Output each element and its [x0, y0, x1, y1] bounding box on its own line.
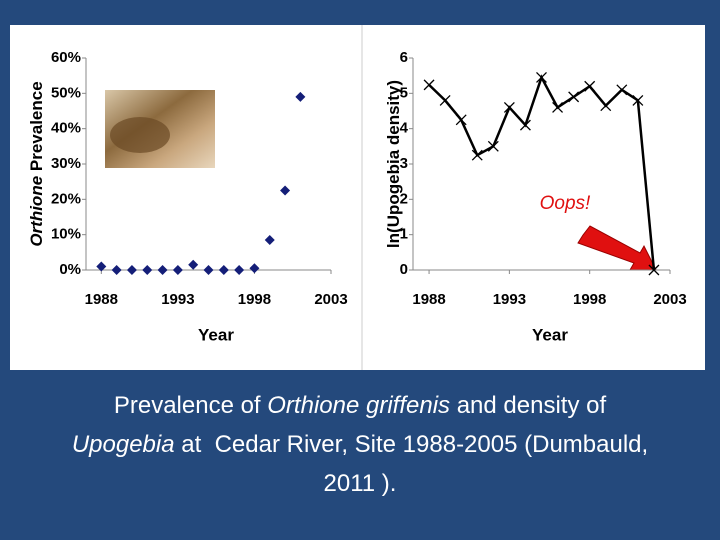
y-tick-label: 1	[400, 226, 408, 243]
y-tick-label: 20%	[51, 190, 81, 207]
caption-part: Orthione griffenis	[267, 392, 450, 419]
y-axis-label-part: ln(Upogebia density)	[384, 80, 403, 248]
caption-part: Upogebia	[72, 431, 175, 458]
y-tick-label: 5	[400, 84, 408, 101]
x-marker	[568, 91, 580, 103]
y-tick-label: 40%	[51, 120, 81, 137]
caption-line: Upogebia at Cedar River, Site 1988-2005 …	[72, 431, 648, 458]
diamond-marker	[111, 265, 122, 275]
diamond-marker	[126, 265, 137, 275]
caption-line: Prevalence of Orthione griffenis and den…	[114, 392, 607, 419]
diamond-marker	[203, 265, 214, 275]
caption-part: and density of	[450, 392, 606, 419]
x-marker	[519, 119, 531, 131]
y-axis-label: ln(Upogebia density)	[384, 80, 403, 248]
annotation: Oops!	[540, 193, 591, 214]
y-tick-label: 3	[400, 155, 408, 172]
diamond-marker	[96, 261, 107, 272]
diamond-marker	[280, 185, 291, 196]
y-tick-label: 10%	[51, 226, 81, 243]
diamond-marker	[295, 91, 306, 102]
x-tick-label: 1988	[85, 291, 118, 308]
diamond-marker	[142, 265, 153, 275]
x-marker	[616, 84, 628, 96]
x-axis-label: Year	[198, 325, 234, 344]
y-tick-label: 2	[400, 190, 408, 207]
x-axis-label: Year	[532, 325, 568, 344]
x-tick-label: 1993	[493, 291, 526, 308]
diamond-marker	[234, 265, 245, 275]
x-tick-label: 1998	[238, 291, 271, 308]
y-tick-label: 30%	[51, 155, 81, 172]
caption-line: 2011 ).	[324, 470, 397, 497]
y-tick-label: 50%	[51, 84, 81, 101]
x-tick-label: 1998	[573, 291, 606, 308]
caption-part: at Cedar River, Site 1988-2005 (Dumbauld…	[175, 431, 649, 458]
diamond-marker	[172, 265, 183, 275]
x-marker	[584, 80, 596, 92]
x-marker	[503, 102, 515, 113]
y-tick-label: 4	[400, 120, 409, 137]
chart-panel	[10, 25, 705, 370]
x-marker	[632, 94, 644, 106]
x-marker	[471, 149, 483, 161]
y-tick-label: 60%	[51, 49, 81, 66]
x-marker	[423, 79, 435, 91]
caption-part: 2011 ).	[324, 470, 397, 497]
x-marker	[600, 100, 612, 112]
x-tick-label: 1988	[412, 291, 445, 308]
y-tick-label: 6	[400, 49, 408, 66]
x-marker	[536, 71, 547, 83]
y-axis-label: Orthione Prevalence	[27, 81, 46, 246]
x-tick-label: 1993	[161, 291, 194, 308]
x-marker	[552, 102, 564, 113]
caption: Prevalence of Orthione griffenis and den…	[72, 392, 648, 497]
y-tick-label: 0	[400, 261, 408, 278]
x-tick-label: 2003	[653, 291, 686, 308]
caption-part: Prevalence of	[114, 392, 267, 419]
y-axis-label-part: Orthione	[27, 176, 46, 247]
x-marker	[455, 114, 467, 126]
diamond-marker	[264, 234, 275, 245]
diamond-marker	[157, 265, 168, 275]
diamond-marker	[249, 263, 260, 274]
x-marker	[439, 94, 451, 106]
x-tick-label: 2003	[314, 291, 347, 308]
diamond-marker	[188, 259, 199, 270]
y-tick-label: 0%	[59, 261, 81, 278]
x-marker	[648, 264, 660, 276]
photo-detail	[110, 117, 170, 153]
diamond-marker	[218, 265, 229, 275]
y-axis-label-part: Prevalence	[27, 81, 46, 176]
x-marker	[487, 140, 499, 152]
